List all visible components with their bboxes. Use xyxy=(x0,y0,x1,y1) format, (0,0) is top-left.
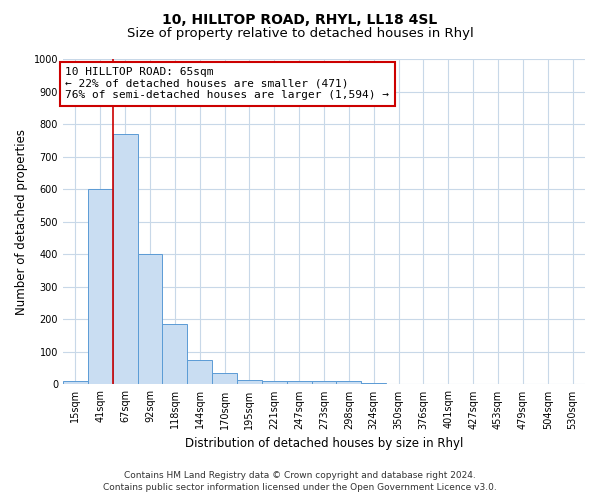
Bar xyxy=(262,381,287,384)
Bar xyxy=(287,381,311,384)
Bar xyxy=(113,134,137,384)
Bar xyxy=(237,380,262,384)
Bar xyxy=(63,380,88,384)
Text: 10 HILLTOP ROAD: 65sqm
← 22% of detached houses are smaller (471)
76% of semi-de: 10 HILLTOP ROAD: 65sqm ← 22% of detached… xyxy=(65,67,389,100)
Text: 10, HILLTOP ROAD, RHYL, LL18 4SL: 10, HILLTOP ROAD, RHYL, LL18 4SL xyxy=(163,12,437,26)
Bar xyxy=(311,381,337,384)
Bar xyxy=(137,254,163,384)
Text: Size of property relative to detached houses in Rhyl: Size of property relative to detached ho… xyxy=(127,28,473,40)
Y-axis label: Number of detached properties: Number of detached properties xyxy=(15,128,28,314)
Bar xyxy=(163,324,187,384)
Bar xyxy=(337,381,361,384)
Bar xyxy=(187,360,212,384)
X-axis label: Distribution of detached houses by size in Rhyl: Distribution of detached houses by size … xyxy=(185,437,463,450)
Text: Contains HM Land Registry data © Crown copyright and database right 2024.
Contai: Contains HM Land Registry data © Crown c… xyxy=(103,471,497,492)
Bar xyxy=(212,373,237,384)
Bar xyxy=(88,189,113,384)
